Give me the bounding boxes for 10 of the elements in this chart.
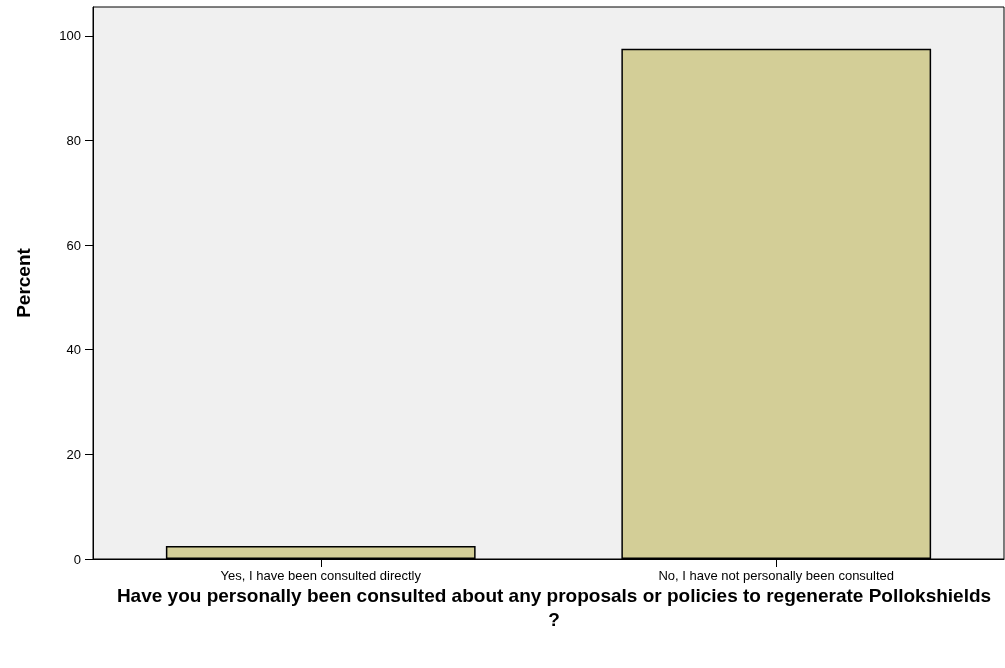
y-tick-label: 0 xyxy=(73,551,81,567)
x-tick-label: Yes, I have been consulted directly xyxy=(220,568,422,583)
y-tick-label: 40 xyxy=(66,342,81,358)
y-tick-label: 100 xyxy=(59,28,81,44)
y-tick-label: 20 xyxy=(66,446,81,462)
y-tick-label: 80 xyxy=(66,132,81,148)
x-tick-label: No, I have not personally been consulted xyxy=(658,568,895,583)
y-axis-title: Percent xyxy=(13,247,34,318)
y-tick-label: 60 xyxy=(66,237,81,253)
x-axis-title: Have you personally been consulted about any proposals or policies to regenerate Pollokshields? xyxy=(116,584,992,630)
